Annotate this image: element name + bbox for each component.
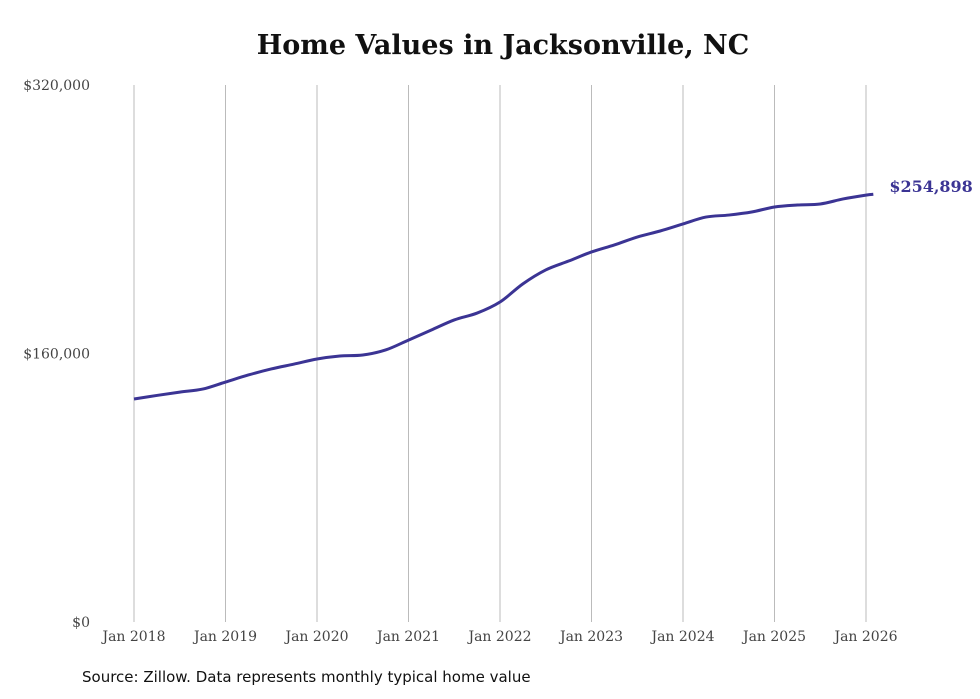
y-tick-label: $0 [72, 615, 90, 631]
x-tick-label: Jan 2020 [283, 629, 348, 645]
y-tick-label: $160,000 [23, 347, 90, 363]
end-value-label: $254,898 [889, 177, 973, 196]
series-line [133, 192, 874, 401]
x-tick-label: Jan 2018 [100, 629, 165, 645]
x-tick-label: Jan 2024 [649, 629, 714, 645]
x-tick-label: Jan 2023 [558, 629, 623, 645]
x-tick-label: Jan 2022 [466, 629, 531, 645]
x-tick-label: Jan 2021 [375, 629, 440, 645]
x-tick-label: Jan 2026 [832, 629, 897, 645]
chart-title: Home Values in Jacksonville, NC [256, 30, 750, 61]
x-tick-label: Jan 2025 [741, 629, 806, 645]
y-tick-label: $320,000 [23, 78, 90, 94]
x-tick-label: Jan 2019 [192, 629, 257, 645]
source-note: Source: Zillow. Data represents monthly … [82, 668, 531, 686]
